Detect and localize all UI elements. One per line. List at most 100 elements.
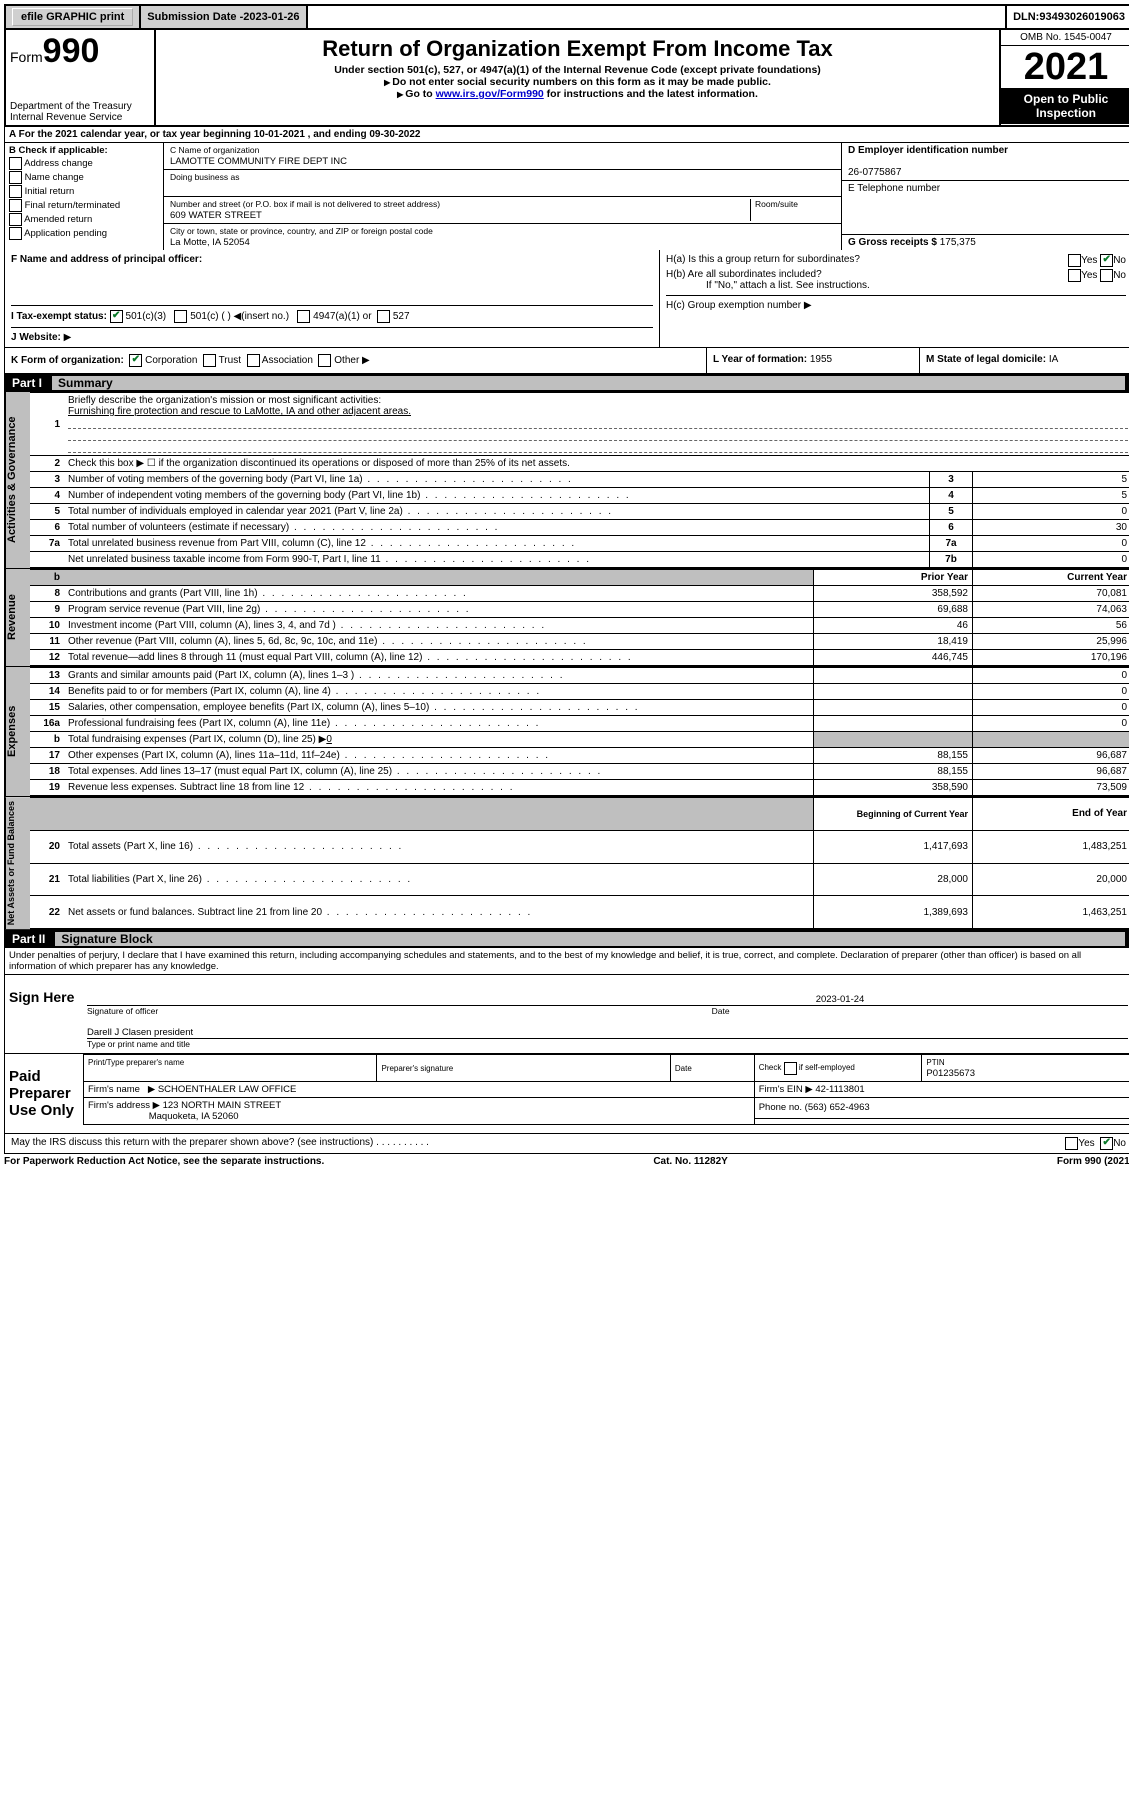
row-num: 11 xyxy=(30,634,64,650)
chk-ha-no[interactable] xyxy=(1100,254,1113,267)
city-value: La Motte, IA 52054 xyxy=(170,237,250,248)
year-formation: 1955 xyxy=(810,354,832,365)
footer-form-num: 990 xyxy=(1085,1156,1102,1167)
chk-4947[interactable] xyxy=(297,310,310,323)
gov-box: 4 xyxy=(930,488,973,504)
addr-value: 609 WATER STREET xyxy=(170,210,262,221)
hc-label: H(c) Group exemption number xyxy=(666,300,801,311)
irs-link[interactable]: www.irs.gov/Form990 xyxy=(436,88,544,100)
year-formation-label: L Year of formation: xyxy=(713,354,810,365)
row-desc: Contributions and grants (Part VIII, lin… xyxy=(64,586,814,602)
prep-selfemp-pre: Check xyxy=(759,1063,782,1072)
form-title: Return of Organization Exempt From Incom… xyxy=(160,36,995,62)
gov-box: 7b xyxy=(930,552,973,568)
gross-value: 175,375 xyxy=(940,237,976,248)
vtab-gov: Activities & Governance xyxy=(5,392,30,568)
submission-date: 2023-01-26 xyxy=(243,11,299,23)
chk-ha-yes[interactable] xyxy=(1068,254,1081,267)
ptin-value: P01235673 xyxy=(926,1068,975,1079)
q1-mission: Furnishing fire protection and rescue to… xyxy=(68,406,411,417)
ha-yes: Yes xyxy=(1081,255,1097,266)
ptin-label: PTIN xyxy=(926,1058,944,1067)
chk-discuss-yes[interactable] xyxy=(1065,1137,1078,1150)
lbl-initial-return: Initial return xyxy=(25,186,75,197)
form-org-label: K Form of organization: xyxy=(11,355,124,366)
ha-no: No xyxy=(1113,255,1126,266)
row-desc: Program service revenue (Part VIII, line… xyxy=(64,602,814,618)
dln-label: DLN: xyxy=(1013,11,1039,23)
row-desc: Other revenue (Part VIII, column (A), li… xyxy=(64,634,814,650)
chk-corp[interactable] xyxy=(129,354,142,367)
chk-app-pending[interactable] xyxy=(9,227,22,240)
ein-label: D Employer identification number xyxy=(848,145,1008,156)
row-num: 22 xyxy=(30,896,64,929)
row-num: 12 xyxy=(30,650,64,666)
dept-treasury: Department of the Treasury xyxy=(10,101,150,112)
chk-hb-no[interactable] xyxy=(1100,269,1113,282)
lbl-amended: Amended return xyxy=(24,214,92,225)
row-num: 16a xyxy=(30,716,64,732)
chk-501c3[interactable] xyxy=(110,310,123,323)
row-current: 1,463,251 xyxy=(973,896,1129,929)
prep-date-label: Date xyxy=(675,1064,692,1073)
row-prior: 358,590 xyxy=(814,780,973,796)
row-prior: 1,417,693 xyxy=(814,830,973,863)
domicile-value: IA xyxy=(1049,354,1058,365)
q2-text: Check this box ▶ ☐ if the organization d… xyxy=(64,456,1129,472)
row-current: 96,687 xyxy=(973,748,1129,764)
current-year-hdr: Current Year xyxy=(973,570,1129,586)
lbl-final-return: Final return/terminated xyxy=(25,200,121,211)
firm-ein: 42-1113801 xyxy=(815,1084,864,1095)
row-desc: Total expenses. Add lines 13–17 (must eq… xyxy=(64,764,814,780)
chk-discuss-no[interactable] xyxy=(1100,1137,1113,1150)
efile-print-button[interactable]: efile GRAPHIC print xyxy=(12,8,133,26)
row-desc: Net assets or fund balances. Subtract li… xyxy=(64,896,814,929)
chk-hb-yes[interactable] xyxy=(1068,269,1081,282)
chk-initial-return[interactable] xyxy=(9,185,22,198)
row-desc: Benefits paid to or for members (Part IX… xyxy=(64,684,814,700)
chk-self-employed[interactable] xyxy=(784,1062,797,1075)
row-desc: Total assets (Part X, line 16) xyxy=(64,830,814,863)
chk-amended[interactable] xyxy=(9,213,22,226)
part2-title: Signature Block xyxy=(55,932,1125,946)
opt-corp: Corporation xyxy=(145,355,197,366)
q2-num: 2 xyxy=(30,456,64,472)
room-label: Room/suite xyxy=(755,199,798,209)
row-klm: K Form of organization: Corporation Trus… xyxy=(4,348,1129,374)
ein-value: 26-0775867 xyxy=(848,167,901,178)
chk-final-return[interactable] xyxy=(9,199,22,212)
gov-num: 6 xyxy=(30,520,64,536)
row-current: 0 xyxy=(973,700,1129,716)
part2-label: Part II xyxy=(12,932,55,946)
row-a-tax-year: A For the 2021 calendar year, or tax yea… xyxy=(4,127,1129,143)
row-num: 19 xyxy=(30,780,64,796)
open-inspection: Open to Public Inspection xyxy=(1001,88,1129,124)
chk-address-change[interactable] xyxy=(9,157,22,170)
gov-desc: Net unrelated business taxable income fr… xyxy=(64,552,930,568)
part1-title: Summary xyxy=(52,376,1125,390)
gov-box: 3 xyxy=(930,472,973,488)
row-current: 25,996 xyxy=(973,634,1129,650)
hb-note: If "No," attach a list. See instructions… xyxy=(666,280,1126,291)
exp-b-num: b xyxy=(30,732,64,748)
goto-pre: Go to xyxy=(405,88,435,100)
chk-other[interactable] xyxy=(318,354,331,367)
chk-527[interactable] xyxy=(377,310,390,323)
gov-val: 5 xyxy=(973,472,1129,488)
firm-ein-label: Firm's EIN xyxy=(759,1084,803,1095)
gov-desc: Number of independent voting members of … xyxy=(64,488,930,504)
chk-assoc[interactable] xyxy=(247,354,260,367)
sign-block: Sign Here 2023-01-24 Signature of office… xyxy=(4,975,1129,1054)
row-num: 15 xyxy=(30,700,64,716)
gov-box: 6 xyxy=(930,520,973,536)
discuss-no: No xyxy=(1113,1138,1126,1149)
row-current: 0 xyxy=(973,684,1129,700)
paperwork-notice: For Paperwork Reduction Act Notice, see … xyxy=(4,1156,324,1167)
chk-name-change[interactable] xyxy=(9,171,22,184)
chk-501c[interactable] xyxy=(174,310,187,323)
chk-trust[interactable] xyxy=(203,354,216,367)
preparer-label: Paid Preparer Use Only xyxy=(5,1054,83,1133)
row-num: 13 xyxy=(30,668,64,684)
submission-date-label: Submission Date - xyxy=(147,11,243,23)
row-num: 8 xyxy=(30,586,64,602)
